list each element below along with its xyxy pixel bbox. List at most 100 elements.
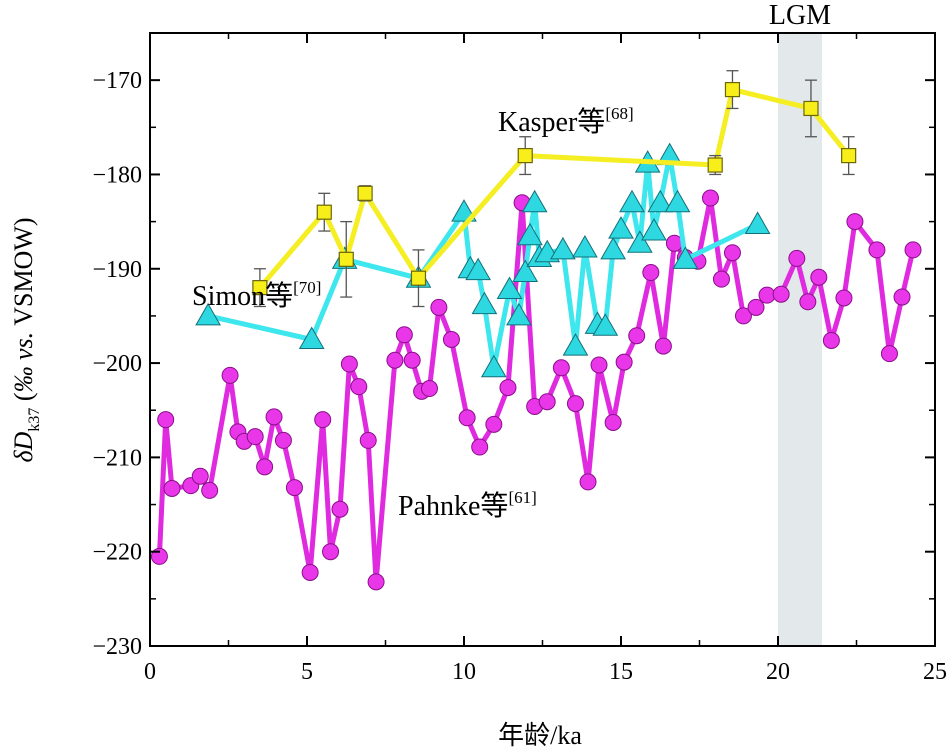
data-point <box>538 393 556 411</box>
data-point <box>799 293 817 311</box>
data-point <box>626 230 653 253</box>
series-0 <box>150 189 922 591</box>
data-point <box>367 573 385 591</box>
data-point <box>654 337 672 355</box>
data-point <box>357 185 373 201</box>
data-point <box>420 380 438 398</box>
data-point <box>835 289 853 307</box>
data-point <box>191 467 209 485</box>
y-tick-label: −170 <box>92 68 142 94</box>
data-point <box>734 307 752 325</box>
y-axis-title-sub: k37 <box>26 408 43 432</box>
data-point <box>744 211 771 234</box>
y-tick-label: −200 <box>92 351 142 377</box>
kasper-label-ref: [68] <box>605 104 633 123</box>
data-point <box>246 428 264 446</box>
data-point <box>201 481 219 499</box>
y-tick-label: −190 <box>92 257 142 283</box>
kasper-label: Kasper等[68] <box>498 104 634 138</box>
data-point <box>322 543 340 561</box>
data-point <box>846 213 864 231</box>
pahnke-label: Pahnke等[61] <box>398 488 537 522</box>
data-point <box>195 302 221 326</box>
data-point <box>386 351 404 369</box>
x-tick-label: 5 <box>301 659 313 685</box>
data-point <box>442 331 460 348</box>
data-point <box>723 244 741 262</box>
data-point <box>712 270 730 288</box>
data-point <box>410 270 427 286</box>
data-point <box>274 431 292 449</box>
x-tick-label: 10 <box>452 659 476 685</box>
lgm-label: LGM <box>769 0 831 31</box>
x-axis-title: 年龄/ka <box>498 721 582 750</box>
y-tick-label: −180 <box>92 162 142 188</box>
y-axis-title-open: ( <box>9 392 38 407</box>
data-point <box>647 189 674 213</box>
data-point <box>672 246 699 269</box>
data-point <box>496 276 523 300</box>
data-point <box>566 395 584 413</box>
pahnke-label-main: Pahnke等 <box>398 490 508 522</box>
data-point <box>471 291 498 315</box>
lgm-shade <box>778 33 822 646</box>
x-tick-label: 25 <box>923 659 947 685</box>
data-point <box>298 326 325 349</box>
y-axis-title-main: δD <box>9 431 38 462</box>
data-point <box>724 81 741 98</box>
data-point <box>641 218 667 241</box>
data-point <box>747 298 765 316</box>
y-axis-title-close: VSMOW) <box>9 217 38 331</box>
series-line <box>257 87 851 290</box>
pahnke-label-ref: [61] <box>508 488 536 507</box>
data-point <box>403 351 421 369</box>
data-point <box>904 241 922 259</box>
data-point <box>579 473 597 491</box>
data-point <box>506 302 532 326</box>
data-point <box>590 356 608 374</box>
y-axis-title-vs: vs. <box>9 332 38 360</box>
data-point <box>395 326 413 344</box>
data-point <box>893 288 911 306</box>
data-point <box>642 264 660 282</box>
data-point <box>600 236 627 260</box>
data-point <box>552 359 570 377</box>
data-point <box>485 415 503 433</box>
data-point <box>572 235 598 258</box>
data-point <box>880 345 898 363</box>
series-layer <box>150 70 922 591</box>
data-point <box>458 409 476 427</box>
simon-label-main: Simon等 <box>192 280 293 312</box>
data-point <box>512 259 539 283</box>
data-point <box>562 333 589 356</box>
data-point <box>604 413 622 431</box>
data-point <box>868 241 886 259</box>
x-tick-label: 15 <box>609 659 633 685</box>
data-point <box>316 204 332 220</box>
data-point <box>707 157 723 173</box>
data-point <box>608 216 634 239</box>
data-point <box>841 148 857 164</box>
data-point <box>758 286 776 304</box>
data-point <box>499 379 517 397</box>
series-2 <box>252 70 857 308</box>
data-point <box>331 500 349 518</box>
data-point <box>301 563 319 581</box>
kasper-label-main: Kasper等 <box>498 106 605 138</box>
data-point <box>465 257 491 281</box>
y-tick-label: −230 <box>92 634 142 660</box>
y-axis-title: δDk37 (‰ vs. VSMOW) <box>9 217 43 462</box>
data-point <box>359 431 377 449</box>
data-point <box>550 236 576 260</box>
y-axis-title-permil: ‰ <box>9 366 38 392</box>
y-tick-label: −220 <box>92 540 142 566</box>
data-point <box>615 353 633 371</box>
data-point <box>517 222 543 246</box>
x-tick-label: 20 <box>766 659 790 685</box>
data-point <box>480 354 507 378</box>
data-point <box>430 298 448 316</box>
data-point <box>350 378 368 396</box>
data-point <box>340 355 358 373</box>
data-point <box>265 408 283 426</box>
